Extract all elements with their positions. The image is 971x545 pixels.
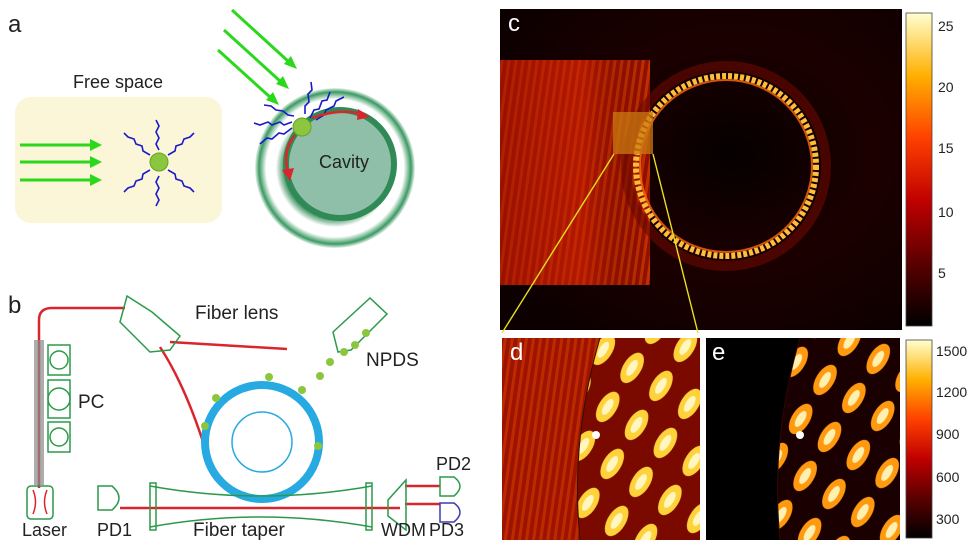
wdm-icon [387, 478, 407, 532]
circulation-arrows [282, 109, 370, 181]
colorbar-c-tick: 10 [938, 204, 954, 220]
colorbar-c-tick: 5 [938, 265, 946, 281]
colorbar-e-tick: 1500 [936, 343, 967, 359]
panel-letter-c: c [508, 10, 520, 37]
free-space-box [15, 97, 222, 223]
microresonator-inner [231, 411, 293, 473]
colorbar-e-tick: 300 [936, 511, 960, 527]
panel-d: d [502, 338, 700, 540]
colorbar-c-tick: 25 [938, 18, 954, 34]
microresonator-ring [201, 381, 323, 503]
pd3-label: PD3 [429, 520, 464, 540]
pd1-label: PD1 [97, 520, 132, 540]
pc-paddles [47, 344, 71, 453]
fiber-paths [37, 306, 440, 510]
pc-label: PC [78, 392, 104, 413]
panel-b: b PC Laser Fiber lens [8, 292, 471, 541]
panel-a: a Free space Cavity [8, 8, 415, 248]
free-space-label: Free space [73, 72, 163, 92]
mode-lobes-d [577, 338, 700, 540]
panel-c: c 25 20 15 10 5 [500, 9, 954, 334]
fiber-lens-icon [119, 294, 182, 353]
colorbar-c-tick: 20 [938, 79, 954, 95]
whispering-gallery-mode [633, 73, 819, 259]
incident-beam-arrows [20, 139, 102, 186]
particle-marker-e [796, 431, 804, 439]
pd2-label: PD2 [436, 454, 471, 474]
fiber-lens-label: Fiber lens [195, 303, 278, 324]
panel-e: e 1500 1200 900 600 300 [706, 338, 967, 540]
colorbar-e-tick: 900 [936, 426, 960, 442]
panel-letter-d: d [510, 339, 523, 366]
npds-nozzle [316, 296, 389, 380]
deposited-particles [201, 373, 322, 450]
wdm-label: WDM [381, 520, 426, 540]
laser-icon [26, 485, 54, 520]
particle-marker-d [592, 431, 600, 439]
zoom-guide-right [652, 153, 699, 334]
pc-fiber-coil [34, 340, 44, 485]
colorbar-c-tick: 15 [938, 140, 954, 156]
laser-label: Laser [22, 520, 67, 540]
fiber-taper [149, 482, 373, 531]
npds-label: NPDS [366, 350, 419, 371]
particle-free-space [149, 152, 169, 172]
colorbar-e [905, 339, 933, 539]
particle-cavity [292, 117, 312, 137]
pd3-icon [439, 502, 461, 523]
cavity-incident-arrows [216, 8, 297, 105]
scatter-wave-arrows [123, 119, 195, 207]
pd1-icon [97, 485, 120, 511]
cavity-label: Cavity [319, 152, 369, 172]
pd2-icon [439, 476, 461, 497]
colorbar-e-tick: 600 [936, 469, 960, 485]
colorbar-e-tick: 1200 [936, 384, 967, 400]
panel-letter-a: a [8, 11, 22, 38]
panel-letter-b: b [8, 292, 21, 319]
colorbar-c [905, 12, 933, 327]
zoom-guide-left [501, 153, 615, 334]
mode-lobes-e [777, 338, 900, 540]
zoom-region-box [613, 112, 653, 154]
panel-letter-e: e [712, 339, 725, 366]
fiber-taper-label: Fiber taper [193, 520, 286, 541]
